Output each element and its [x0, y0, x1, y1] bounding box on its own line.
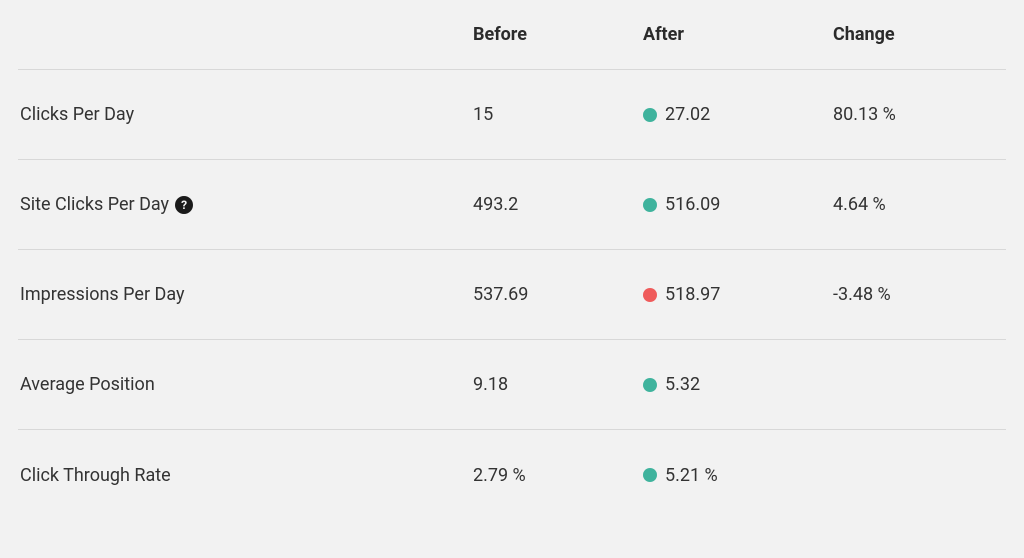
table-header-row: Before After Change [18, 0, 1006, 70]
after-value: 27.02 [665, 104, 710, 125]
status-dot-icon [643, 378, 657, 392]
before-value: 2.79 % [473, 465, 643, 486]
after-cell: 516.09 [643, 194, 833, 215]
header-after: After [643, 24, 833, 45]
metric-label: Average Position [18, 374, 473, 395]
table-row: Site Clicks Per Day?493.2516.094.64 % [18, 160, 1006, 250]
after-cell: 518.97 [643, 284, 833, 305]
change-value: 80.13 % [833, 104, 1006, 125]
before-value: 9.18 [473, 374, 643, 395]
status-dot-icon [643, 108, 657, 122]
metric-label: Impressions Per Day [18, 284, 473, 305]
metric-text: Clicks Per Day [20, 104, 134, 125]
before-value: 493.2 [473, 194, 643, 215]
metric-label: Click Through Rate [18, 465, 473, 486]
after-value: 5.21 % [665, 465, 718, 486]
metrics-table: Before After Change Clicks Per Day 15 27.0… [0, 0, 1024, 520]
status-dot-icon [643, 198, 657, 212]
header-change: Change [833, 24, 1006, 45]
after-value: 5.32 [665, 374, 700, 395]
metric-text: Site Clicks Per Day [20, 194, 169, 215]
table-row: Impressions Per Day 537.69 518.97 -3.48 % [18, 250, 1006, 340]
help-icon[interactable]: ? [175, 196, 193, 214]
after-cell: 5.21 % [643, 465, 833, 486]
change-value: 4.64 % [833, 194, 1006, 215]
metric-text: Impressions Per Day [20, 284, 185, 305]
before-value: 15 [473, 104, 643, 125]
metric-text: Click Through Rate [20, 465, 171, 486]
metric-label: Clicks Per Day [18, 104, 473, 125]
after-value: 518.97 [665, 284, 720, 305]
status-dot-icon [643, 288, 657, 302]
table-row: Clicks Per Day 15 27.02 80.13 % [18, 70, 1006, 160]
metric-label: Site Clicks Per Day? [18, 194, 473, 215]
metric-text: Average Position [20, 374, 155, 395]
after-cell: 27.02 [643, 104, 833, 125]
after-value: 516.09 [665, 194, 720, 215]
after-cell: 5.32 [643, 374, 833, 395]
table-row: Click Through Rate 2.79 % 5.21 % [18, 430, 1006, 520]
table-row: Average Position 9.18 5.32 [18, 340, 1006, 430]
header-before: Before [473, 24, 643, 45]
change-value: -3.48 % [833, 284, 1006, 305]
before-value: 537.69 [473, 284, 643, 305]
status-dot-icon [643, 468, 657, 482]
